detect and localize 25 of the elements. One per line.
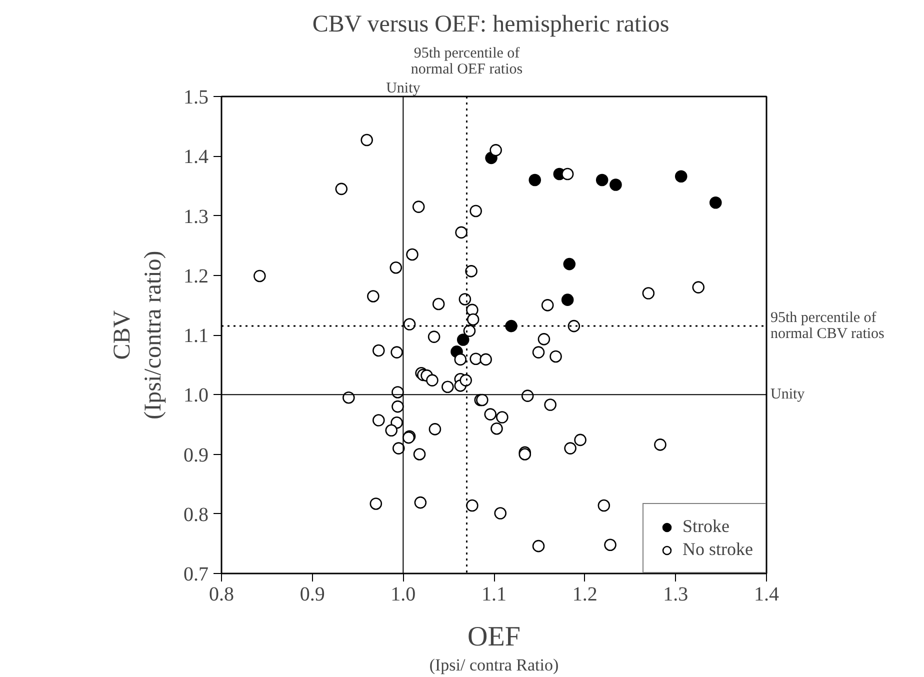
y-tick-label: 1.0 [184,384,208,407]
y-tick-label: 1.3 [184,206,208,228]
ref-line-label: 95th percentile of normal CBV ratios [770,310,885,342]
y-tick-label: 1.4 [184,146,208,168]
x-tick-label: 0.9 [300,584,325,606]
y-tick-label: 0.8 [184,504,208,526]
legend-label: Stroke [682,516,730,537]
ref-line-label: 95th percentile of normal OEF ratios [410,46,523,78]
x-tick-label: 0.8 [209,584,234,606]
ref-line-label: Unity [386,80,421,96]
y-axis-title: CBV (Ipsi/contra ratio) [109,250,166,420]
chart-title: CBV versus OEF: hemispheric ratios [312,12,670,38]
x-tick-label: 1.1 [482,584,506,606]
y-tick-label: 0.9 [184,444,208,466]
y-tick-label: 1.5 [184,86,208,108]
legend-label: No stroke [682,539,753,560]
x-tick-label: 1.2 [572,584,598,606]
y-tick-label: 1.2 [184,265,208,288]
x-tick-label: 1.0 [390,584,416,606]
x-tick-label: 1.4 [754,584,779,606]
y-tick-label: 1.1 [184,325,208,347]
ref-line-label: Unity [770,386,806,403]
y-tick-label: 0.7 [184,564,208,586]
x-axis-title: OEF (Ipsi/ contra Ratio) [429,622,559,674]
x-tick-label: 1.3 [663,584,688,606]
